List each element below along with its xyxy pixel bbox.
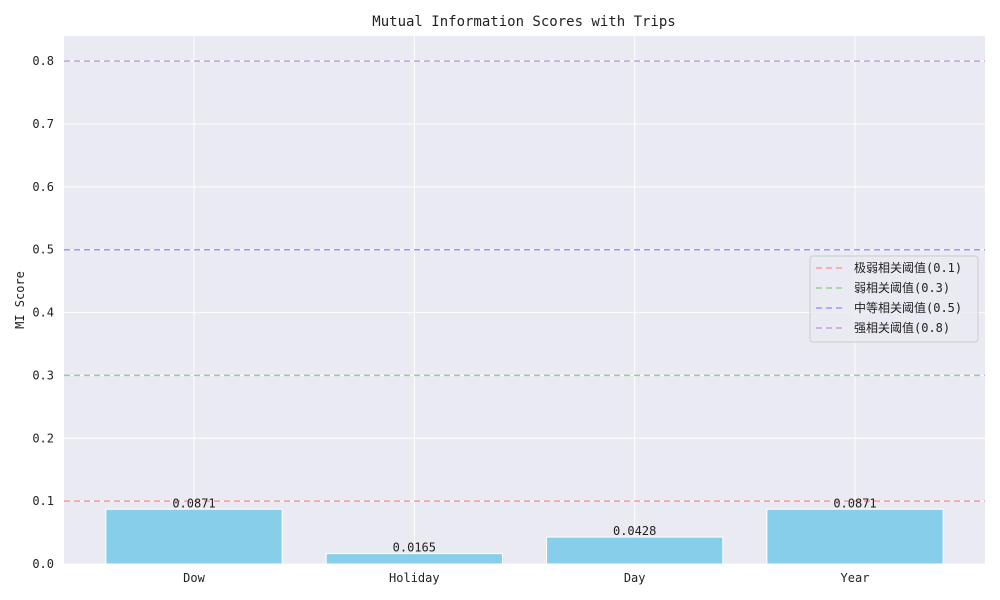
data-label: 0.0428 (613, 524, 656, 538)
y-tick-label: 0.0 (32, 557, 54, 571)
bar-year (766, 508, 944, 565)
y-tick-label: 0.1 (32, 494, 54, 508)
x-tick-label: Holiday (389, 571, 440, 585)
x-tick-label: Day (624, 571, 646, 585)
x-tick-label: Year (841, 571, 870, 585)
bar-day (546, 536, 724, 565)
data-label: 0.0871 (172, 496, 215, 510)
bars (105, 508, 944, 565)
y-tick-label: 0.7 (32, 117, 54, 131)
y-tick-label: 0.4 (32, 306, 54, 320)
threshold-lines (64, 60, 985, 502)
chart-title: Mutual Information Scores with Trips (372, 14, 675, 30)
data-label: 0.0871 (833, 496, 876, 510)
legend-label: 强相关阈值(0.8) (854, 320, 950, 335)
bar-dow (105, 508, 283, 565)
legend-label: 中等相关阈值(0.5) (854, 300, 962, 315)
bar-holiday (325, 553, 503, 565)
x-tick-label: Dow (183, 571, 205, 585)
y-tick-label: 0.6 (32, 180, 54, 194)
y-tick-label: 0.5 (32, 243, 54, 257)
y-tick-label: 0.3 (32, 368, 54, 382)
legend: 极弱相关阈值(0.1) 弱相关阈值(0.3) 中等相关阈值(0.5) 强相关阈值(0.… (809, 255, 979, 343)
legend-box (809, 255, 979, 343)
data-label: 0.0165 (393, 541, 436, 555)
y-tick-label: 0.2 (32, 431, 54, 445)
legend-label: 极弱相关阈值(0.1) (854, 260, 962, 275)
y-tick-label: 0.8 (32, 54, 54, 68)
data-labels: 0.0871 0.0165 0.0428 0.0871 (172, 496, 876, 554)
y-tick-labels: 0.0 0.1 0.2 0.3 0.4 0.5 0.6 0.7 0.8 (32, 54, 54, 571)
x-tick-labels: Dow Holiday Day Year (183, 571, 869, 585)
legend-label: 弱相关阈值(0.3) (854, 280, 950, 295)
y-axis-label: MI Score (13, 271, 27, 329)
